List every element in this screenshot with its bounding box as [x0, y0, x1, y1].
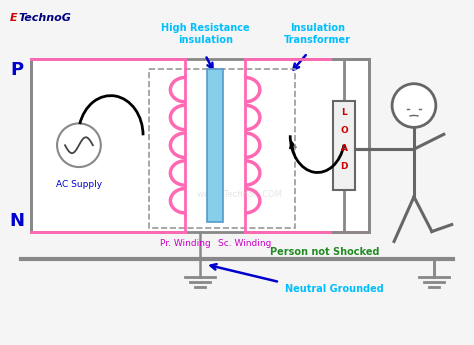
Bar	[148, 69, 295, 228]
Circle shape	[392, 84, 436, 127]
Text: N: N	[10, 211, 25, 229]
Text: P: P	[11, 61, 24, 79]
Text: D: D	[341, 161, 348, 170]
Text: TechnoG: TechnoG	[18, 13, 71, 23]
Circle shape	[57, 124, 101, 167]
Text: Insulation
Transformer: Insulation Transformer	[284, 23, 351, 45]
Text: Sc. Winding: Sc. Winding	[218, 239, 272, 248]
Text: AC Supply: AC Supply	[56, 180, 102, 189]
Text: A: A	[341, 144, 348, 153]
Text: www.ETechnoG.COM: www.ETechnoG.COM	[197, 190, 283, 199]
Text: O: O	[340, 126, 348, 135]
Bar	[207, 69, 223, 221]
Text: Pr. Winding: Pr. Winding	[160, 239, 210, 248]
Bar	[333, 101, 356, 190]
Text: Neutral Grounded: Neutral Grounded	[285, 284, 383, 294]
Bar	[31, 59, 369, 231]
Text: High Resistance
insulation: High Resistance insulation	[161, 23, 249, 45]
Text: Person not Shocked: Person not Shocked	[270, 247, 379, 257]
Text: L: L	[341, 108, 347, 117]
Text: E: E	[9, 13, 17, 23]
